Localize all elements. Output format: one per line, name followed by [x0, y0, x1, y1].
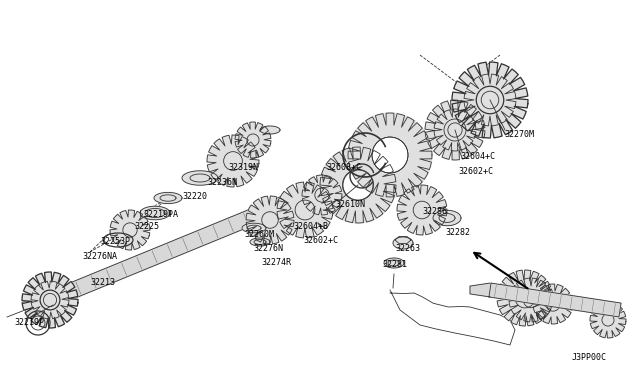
Text: 32253P: 32253P	[100, 237, 130, 246]
Polygon shape	[140, 206, 170, 220]
Polygon shape	[302, 175, 342, 215]
Polygon shape	[22, 177, 333, 317]
Polygon shape	[320, 147, 396, 223]
Text: 32608+C: 32608+C	[326, 163, 361, 172]
Polygon shape	[207, 135, 259, 187]
Polygon shape	[425, 100, 485, 160]
Polygon shape	[470, 283, 490, 297]
Text: 32276N: 32276N	[253, 244, 283, 253]
Text: 32225: 32225	[134, 222, 159, 231]
Text: 32276NA: 32276NA	[82, 252, 117, 261]
Polygon shape	[372, 137, 408, 173]
Polygon shape	[110, 210, 150, 250]
Text: 32282: 32282	[445, 228, 470, 237]
Polygon shape	[590, 302, 626, 338]
Polygon shape	[393, 237, 413, 249]
Text: 32604+C: 32604+C	[460, 152, 495, 161]
Text: 32602+C: 32602+C	[303, 236, 338, 245]
Polygon shape	[397, 185, 447, 235]
Text: 32602+C: 32602+C	[458, 167, 493, 176]
Text: 32270M: 32270M	[504, 130, 534, 139]
Polygon shape	[342, 169, 374, 201]
Text: 32220: 32220	[182, 192, 207, 201]
Polygon shape	[533, 284, 573, 324]
Text: 32236N: 32236N	[207, 178, 237, 187]
Polygon shape	[22, 272, 78, 328]
Text: 32319N: 32319N	[228, 163, 258, 172]
Text: 32219PA: 32219PA	[143, 210, 178, 219]
Polygon shape	[489, 283, 621, 317]
Polygon shape	[250, 238, 270, 246]
Text: 32213: 32213	[90, 278, 115, 287]
Polygon shape	[509, 278, 553, 322]
Polygon shape	[182, 171, 218, 185]
Text: 32260M: 32260M	[244, 230, 274, 239]
Polygon shape	[434, 109, 476, 151]
Text: 32604+B: 32604+B	[293, 222, 328, 231]
Text: J3PP00C: J3PP00C	[572, 353, 607, 362]
Polygon shape	[497, 270, 553, 326]
Text: 32286: 32286	[422, 207, 447, 216]
Polygon shape	[384, 258, 404, 268]
Text: 32219P: 32219P	[14, 318, 44, 327]
Polygon shape	[277, 182, 333, 238]
Polygon shape	[242, 223, 266, 233]
Polygon shape	[464, 74, 516, 126]
Text: 32610N: 32610N	[335, 200, 365, 209]
Polygon shape	[348, 113, 432, 197]
Polygon shape	[452, 62, 528, 138]
Polygon shape	[433, 210, 461, 226]
Text: 32263: 32263	[395, 244, 420, 253]
Polygon shape	[235, 122, 271, 158]
Text: 32274R: 32274R	[261, 258, 291, 267]
Polygon shape	[154, 192, 182, 203]
Polygon shape	[246, 196, 294, 244]
Polygon shape	[260, 126, 280, 134]
Text: 32281: 32281	[382, 260, 407, 269]
Polygon shape	[31, 281, 69, 319]
